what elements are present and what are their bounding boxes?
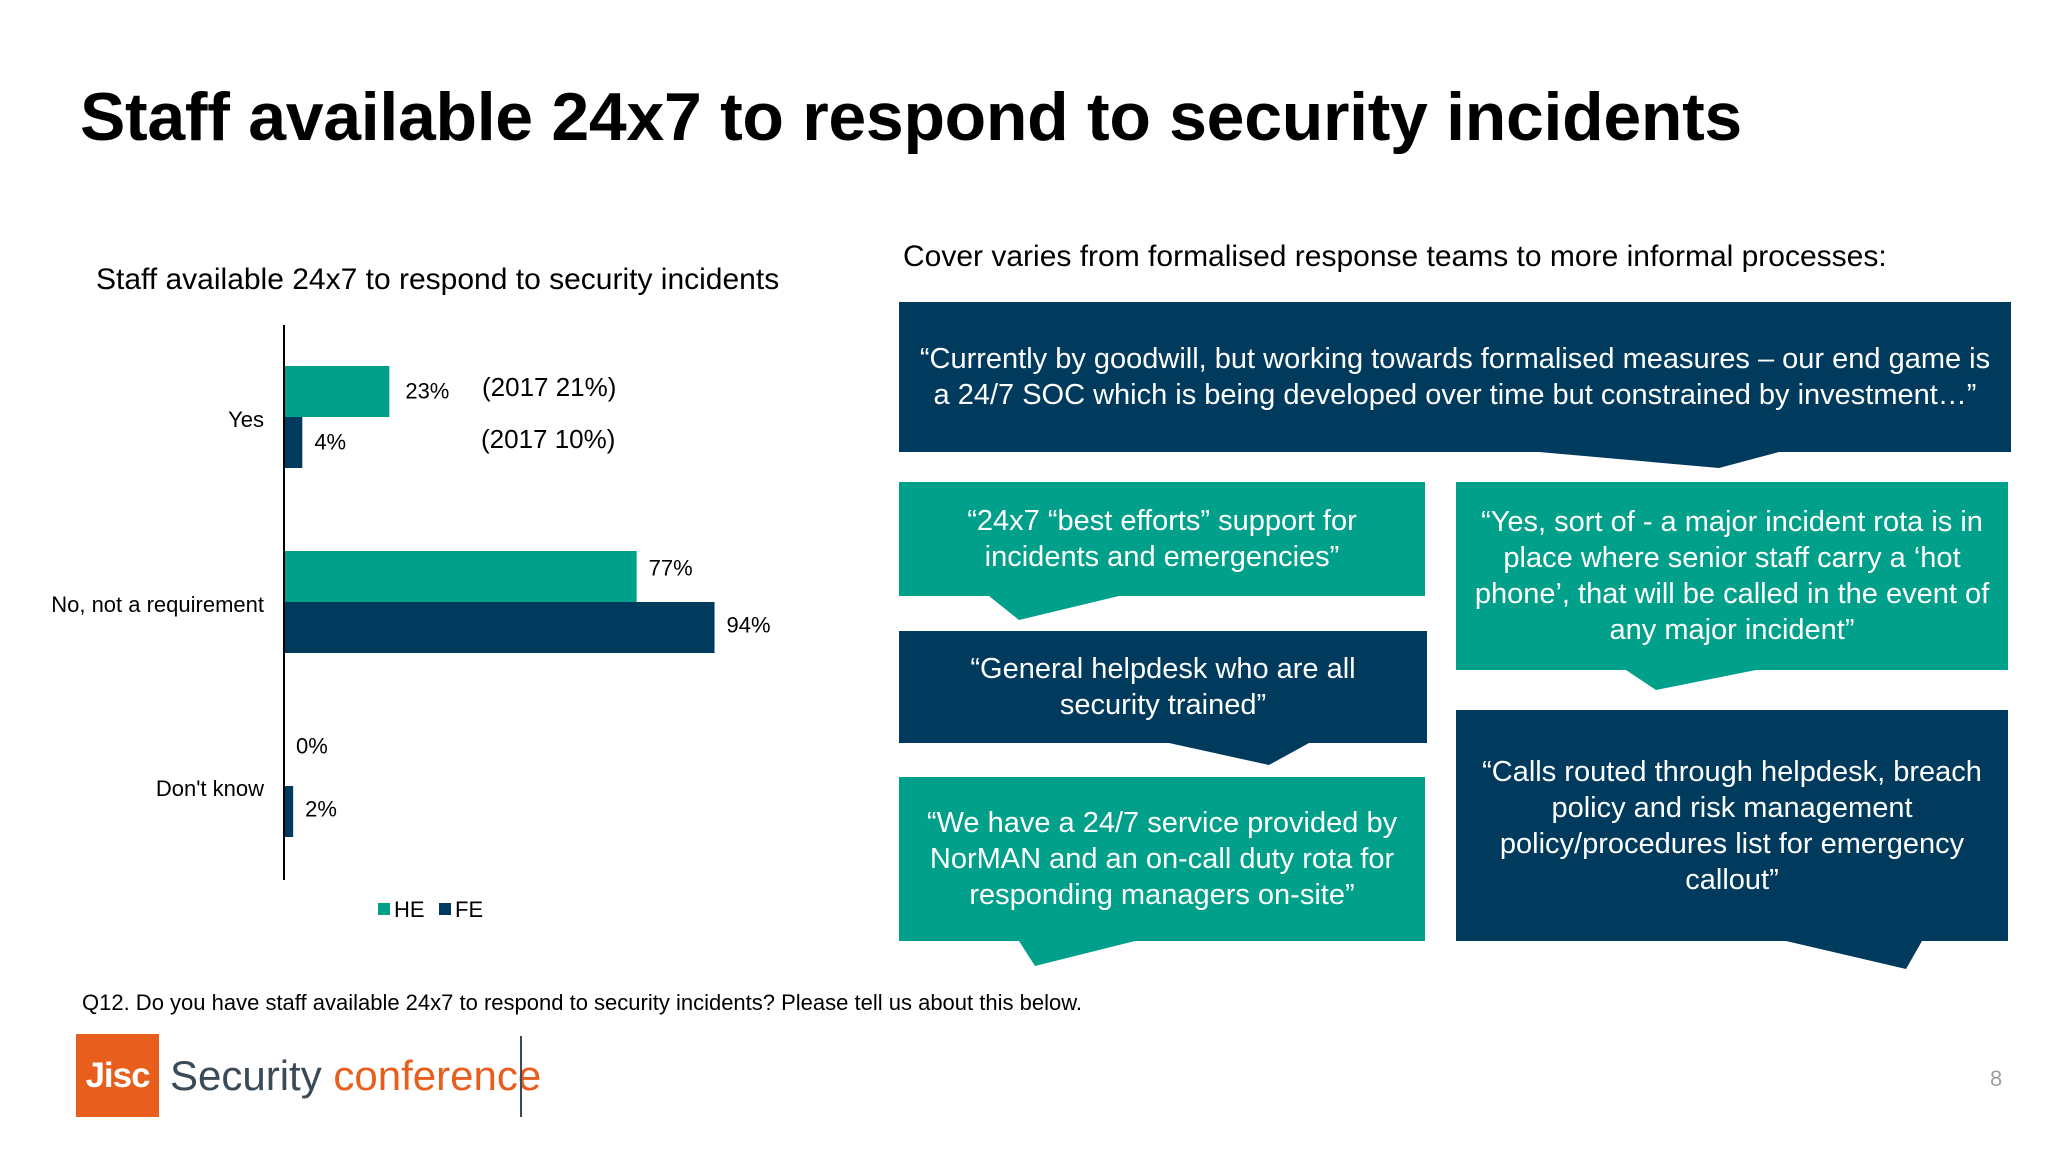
quote-bubble-calls-routed: “Calls routed through helpdesk, breach p… [1456, 710, 2008, 969]
data-label-fe: 2% [305, 797, 337, 822]
bubble-tail [1786, 941, 1922, 969]
bubble-tail [1626, 670, 1756, 690]
bar-fe [284, 786, 294, 837]
bubble-tail [1169, 743, 1309, 765]
quote-bubble-norman-service: “We have a 24/7 service provided by NorM… [899, 777, 1425, 966]
bubble-tail [1019, 941, 1135, 966]
quote-text: “We have a 24/7 service provided by NorM… [926, 807, 1398, 911]
wordmark-conference: conference [333, 1052, 542, 1099]
data-label-he: 0% [296, 734, 328, 759]
quote-text: “Calls routed through helpdesk, breach p… [1482, 755, 1982, 896]
bar-fe [284, 602, 715, 653]
wordmark-security: Security [170, 1052, 322, 1099]
question-footnote: Q12. Do you have staff available 24x7 to… [82, 990, 1082, 1015]
quote-bubble-best-efforts: “24x7 “best efforts” support for inciden… [899, 482, 1425, 620]
page-title: Staff available 24x7 to respond to secur… [80, 79, 1742, 155]
data-label-he: 23% [405, 379, 449, 404]
cover-intro-text: Cover varies from formalised response te… [903, 240, 1887, 273]
data-label-he: 77% [649, 556, 693, 581]
bar-fe [284, 417, 303, 468]
quote-text: “General helpdesk who are all security t… [970, 653, 1356, 721]
quote-bubble-goodwill: “Currently by goodwill, but working towa… [899, 302, 2011, 468]
quote-text: “Currently by goodwill, but working towa… [919, 343, 1991, 411]
bubble-tail [989, 596, 1119, 620]
annotation-2017-he: (2017 21%) [482, 372, 616, 402]
legend-label-he: HE [394, 897, 425, 922]
quote-text: “Yes, sort of - a major incident rota is… [1474, 506, 1990, 646]
chart-title: Staff available 24x7 to respond to secur… [96, 263, 780, 296]
data-label-fe: 94% [727, 613, 771, 638]
jisc-logo: Jisc [76, 1034, 159, 1117]
logo-divider [520, 1036, 522, 1117]
quote-bubble-general-helpdesk: “General helpdesk who are all security t… [899, 631, 1427, 765]
data-label-fe: 4% [314, 430, 346, 455]
bar-he [284, 551, 637, 602]
jisc-logo-mark: Jisc [85, 1055, 150, 1095]
legend-swatch-fe [439, 903, 451, 915]
bubble-tail [1539, 452, 1779, 468]
quote-text: “24x7 “best efforts” support for inciden… [967, 505, 1357, 573]
page-number: 8 [1990, 1066, 2003, 1091]
legend-label-fe: FE [455, 897, 483, 922]
quote-bubble-major-incident-rota: “Yes, sort of - a major incident rota is… [1456, 482, 2008, 690]
conference-wordmark: Security conference [170, 1052, 541, 1100]
legend-swatch-he [378, 903, 390, 915]
bar-he [284, 366, 390, 417]
bar-chart: Yes 23% 4% No, not a requirement 77% 94% Don't… [51, 325, 771, 922]
annotation-2017-fe: (2017 10%) [481, 424, 615, 454]
category-label: No, not a requirement [51, 592, 264, 617]
category-label: Yes [228, 407, 264, 432]
category-label: Don't know [156, 776, 264, 801]
